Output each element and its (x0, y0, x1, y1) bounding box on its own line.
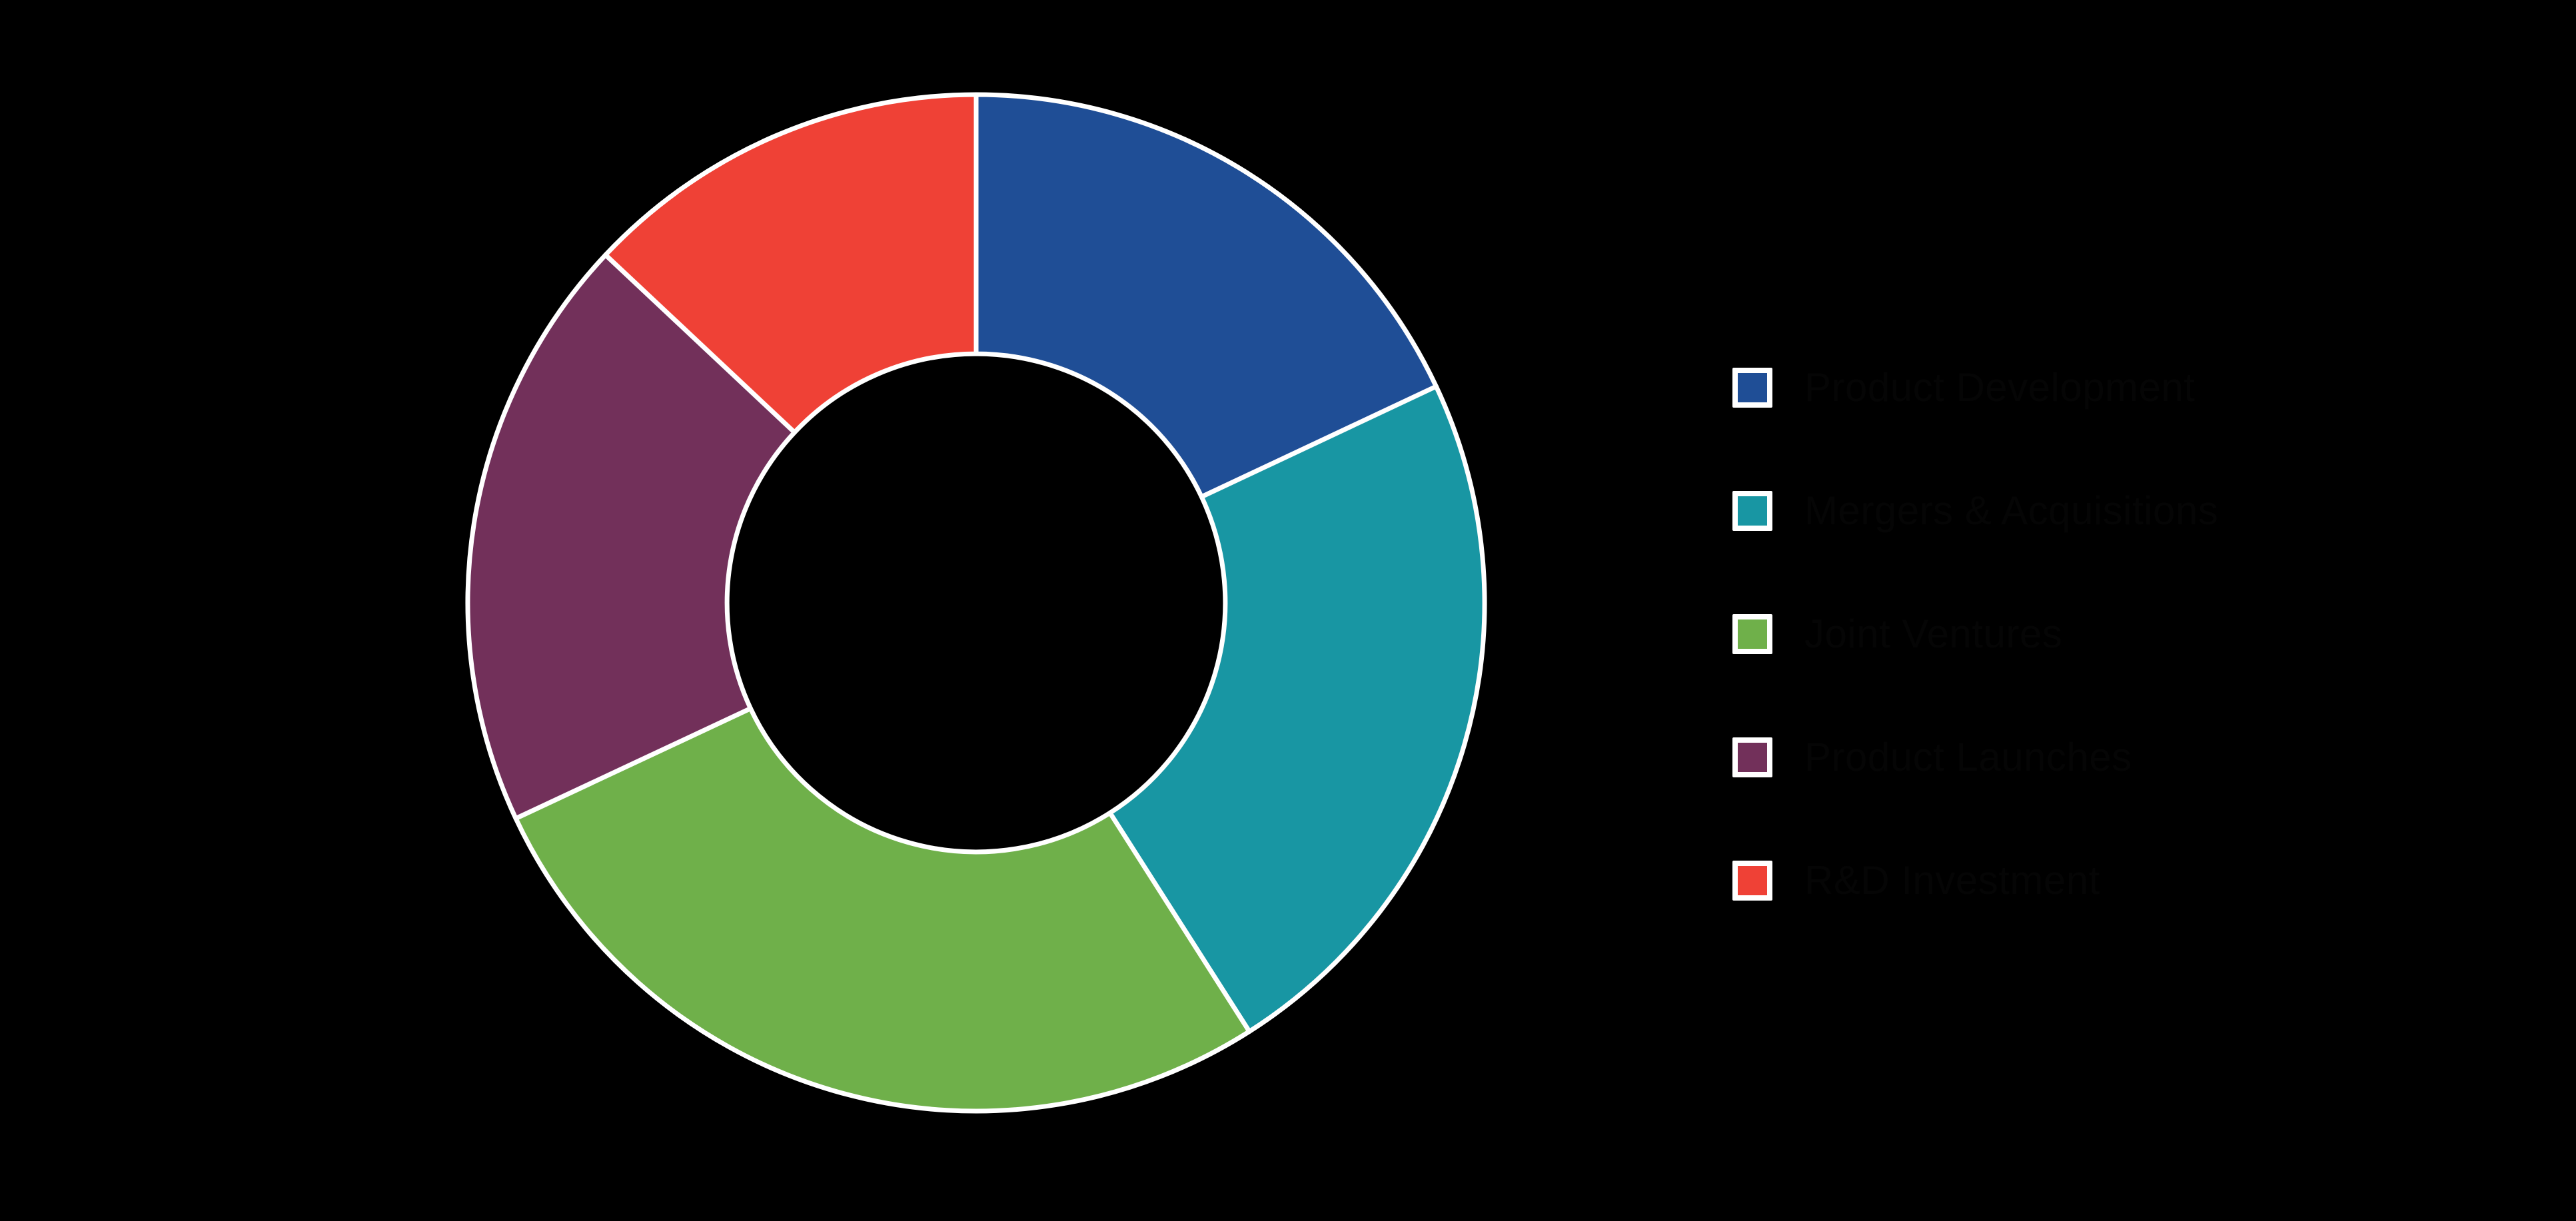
legend-item-product-development[interactable]: Product Development (1732, 364, 2499, 412)
legend-swatch-product-development (1732, 368, 1772, 408)
legend-label-mergers-acquisitions: Mergers & Acquisitions (1804, 488, 2219, 533)
donut-slice[interactable] (603, 92, 979, 435)
donut-slice[interactable] (465, 252, 797, 821)
color-swatch-icon (1738, 866, 1767, 895)
donut-chart-svg (465, 92, 1487, 1114)
color-swatch-icon (1738, 619, 1767, 649)
legend-swatch-joint-ventures (1732, 614, 1772, 654)
legend-swatch-product-launches (1732, 737, 1772, 777)
legend-label-product-development: Product Development (1804, 365, 2196, 410)
legend-item-product-launches[interactable]: Product Launches (1732, 733, 2499, 781)
legend-item-mergers-acquisitions[interactable]: Mergers & Acquisitions (1732, 487, 2499, 535)
color-swatch-icon (1738, 373, 1767, 402)
legend-swatch-mergers-acquisitions (1732, 491, 1772, 531)
color-swatch-icon (1738, 743, 1767, 772)
donut-slice[interactable] (513, 706, 1252, 1114)
donut-slice[interactable] (973, 92, 1439, 500)
chart-legend: Product Development Mergers & Acquisitio… (1732, 364, 2499, 905)
donut-chart (465, 92, 1487, 1114)
donut-slice[interactable] (1107, 384, 1487, 1034)
donut-slice-group (465, 92, 1487, 1114)
color-swatch-icon (1738, 496, 1767, 526)
legend-label-rd-investment: R&D Investment (1804, 858, 2100, 903)
legend-item-joint-ventures[interactable]: Joint Ventures (1732, 610, 2499, 658)
legend-swatch-rd-investment (1732, 861, 1772, 901)
legend-label-product-launches: Product Launches (1804, 735, 2132, 779)
legend-label-joint-ventures: Joint Ventures (1804, 611, 2063, 656)
legend-item-rd-investment[interactable]: R&D Investment (1732, 857, 2499, 905)
